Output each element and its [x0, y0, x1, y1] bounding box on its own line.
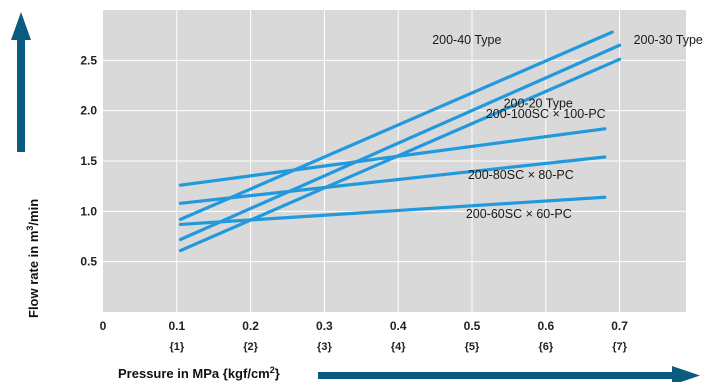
y-axis-title: Flow rate in m3/min	[25, 199, 41, 318]
series-label: 200-30 Type	[634, 33, 703, 47]
x-tick-sublabel: {1}	[169, 341, 184, 353]
x-tick-label: 0.1	[168, 319, 185, 333]
x-tick-label: 0	[100, 319, 107, 333]
series-label: 200-40 Type	[432, 33, 501, 47]
x-tick-label: 0.7	[611, 319, 628, 333]
x-tick-label: 0.3	[316, 319, 333, 333]
series-line	[178, 155, 607, 205]
x-tick-label: 0.6	[537, 319, 554, 333]
series-label: 200-100SC × 100-PC	[486, 107, 606, 121]
series-label: 200-20 Type	[504, 96, 573, 110]
y-tick-label: 1.0	[80, 204, 97, 218]
x-tick-sublabel: {5}	[465, 341, 480, 353]
x-tick-sublabel: {4}	[391, 341, 406, 353]
series-lines	[178, 30, 622, 253]
series-label: 200-80SC × 80-PC	[468, 168, 574, 182]
x-axis-arrow	[318, 366, 700, 382]
x-tick-label: 0.2	[242, 319, 259, 333]
x-tick-sublabel: {3}	[317, 341, 332, 353]
x-tick-sublabel: {6}	[538, 341, 553, 353]
y-tick-label: 2.5	[80, 53, 97, 67]
series-label: 200-60SC × 60-PC	[466, 207, 572, 221]
y-axis-arrow	[11, 12, 31, 152]
x-tick-label: 0.4	[390, 319, 407, 333]
y-tick-label: 0.5	[80, 255, 97, 269]
y-tick-label: 2.0	[80, 104, 97, 118]
x-tick-sublabel: {2}	[243, 341, 258, 353]
series-line	[178, 43, 622, 242]
x-axis-title: Pressure in MPa {kgf/cm2}	[118, 365, 280, 381]
x-tick-label: 0.5	[464, 319, 481, 333]
y-tick-label: 1.5	[80, 154, 97, 168]
series-line	[178, 30, 614, 221]
x-tick-sublabel: {7}	[612, 341, 627, 353]
axis-ticks: 0 0.1 {1} 0.2 {2} 0.3 {3} 0.4 {4} 0.5 {5} 0.6 {6} 0.7…	[80, 53, 628, 353]
series-line	[178, 195, 607, 227]
series-line	[178, 127, 607, 187]
series-labels: 200-40 Type 200-30 Type 200-20 Type200-100…	[432, 33, 703, 221]
